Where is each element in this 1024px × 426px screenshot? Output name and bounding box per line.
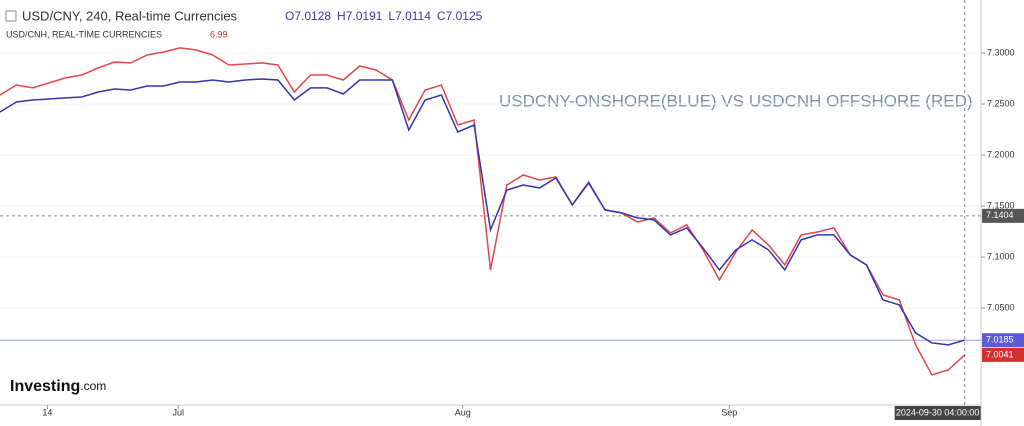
last-price-label: 7.0185 bbox=[986, 335, 1014, 345]
series-title: USD/CNY, 240, Real-time Currencies bbox=[22, 8, 238, 23]
last-price-label-bg bbox=[982, 347, 1024, 362]
ohlc-value: H7.0191 bbox=[337, 9, 383, 23]
logo: Investing.com bbox=[10, 378, 106, 395]
y-tick-label: 7.3000 bbox=[987, 47, 1015, 57]
y-tick-label: 7.1000 bbox=[987, 251, 1015, 261]
x-tick-label: Sep bbox=[721, 407, 737, 417]
crosshair-price-label-bg bbox=[982, 208, 1024, 223]
logo-main: Investing bbox=[10, 378, 80, 395]
x-tick-label: Aug bbox=[455, 407, 471, 417]
ohlc-value: O7.0128 bbox=[285, 9, 331, 23]
ohlc-value: L7.0114 bbox=[388, 9, 431, 23]
y-tick-label: 7.2500 bbox=[987, 98, 1015, 108]
series-subtitle: USD/CNH, REAL-TIME CURRENCIES bbox=[6, 29, 162, 39]
crosshair-price-label: 7.1404 bbox=[986, 210, 1014, 220]
annotation: USDCNY-ONSHORE(BLUE) VS USDCNH OFFSHORE … bbox=[499, 91, 973, 110]
x-tick-label: 14 bbox=[42, 407, 52, 417]
y-tick-label: 7.2000 bbox=[987, 149, 1015, 159]
x-tick-label: Jul bbox=[172, 407, 184, 417]
y-tick-label: 7.1500 bbox=[987, 200, 1015, 210]
secondary-value: 6.99 bbox=[210, 29, 228, 39]
last-price-label: 7.0041 bbox=[986, 349, 1014, 359]
crosshair-time-label: 2024-09-30 04:00:00 bbox=[896, 407, 980, 417]
last-price-label-bg bbox=[982, 333, 1024, 348]
series-line bbox=[0, 47, 966, 376]
y-tick-label: 7.0500 bbox=[987, 302, 1015, 312]
collapse-icon[interactable] bbox=[5, 10, 17, 22]
crosshair-time-bg bbox=[894, 406, 981, 420]
logo-suffix: .com bbox=[80, 379, 106, 393]
ohlc-value: C7.0125 bbox=[437, 9, 483, 23]
series-line bbox=[0, 78, 965, 346]
